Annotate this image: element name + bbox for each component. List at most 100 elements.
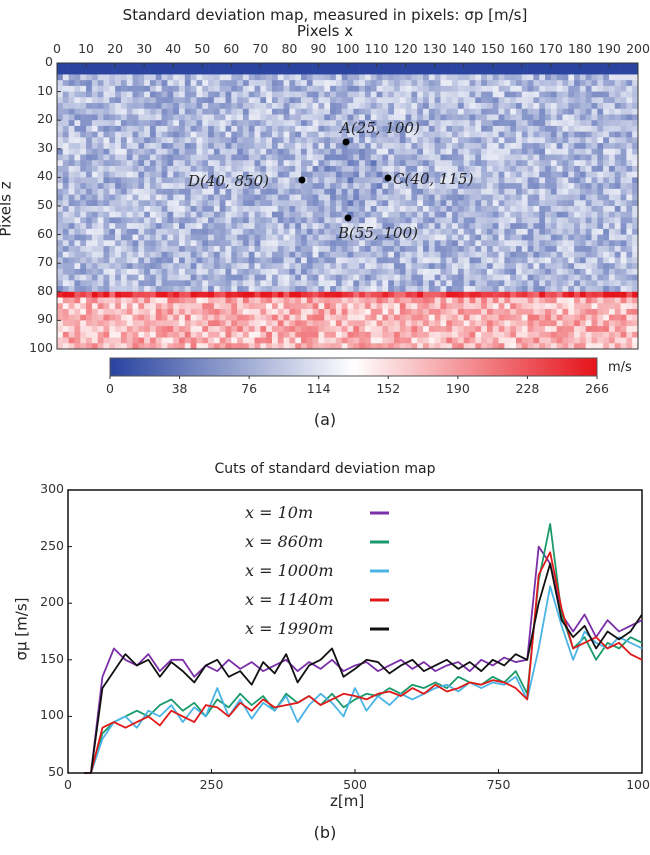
- heatmap-cell: [626, 211, 633, 218]
- heatmap-cell: [202, 314, 209, 321]
- heatmap-cell: [97, 211, 104, 218]
- heatmap-cell: [486, 160, 494, 167]
- heatmap-cell: [161, 160, 168, 167]
- heatmap-cell: [626, 177, 633, 184]
- heatmap-cell: [533, 223, 540, 230]
- heatmap-cell: [144, 320, 151, 327]
- heatmap-cell: [120, 268, 128, 275]
- heatmap-cell: [161, 114, 168, 121]
- heatmap-cell: [179, 297, 186, 304]
- heatmap-cell: [306, 114, 313, 121]
- heatmap-cell: [347, 326, 354, 333]
- heatmap-cell: [452, 114, 459, 121]
- heatmap-cell: [608, 257, 616, 264]
- heatmap-cell: [254, 177, 261, 184]
- heatmap-cell: [103, 228, 110, 235]
- heatmap-cell: [138, 131, 145, 138]
- heatmap-cell: [504, 108, 511, 115]
- heatmap-cell: [266, 331, 273, 338]
- heatmap-cell: [155, 246, 162, 253]
- heatmap-cell: [434, 206, 441, 213]
- heatmap-cell: [295, 326, 302, 333]
- heatmap-cell: [545, 234, 552, 241]
- heatmap-cell: [330, 268, 337, 275]
- heatmap-cell: [359, 291, 366, 298]
- heatmap-cell: [109, 286, 116, 293]
- heatmap-cell: [74, 148, 81, 155]
- heatmap-cell: [242, 165, 250, 172]
- heatmap-cell: [417, 326, 424, 333]
- heatmap-cell: [312, 343, 319, 350]
- heatmap-cell: [562, 160, 569, 167]
- heatmap-cell: [498, 97, 505, 104]
- heatmap-cell: [74, 280, 81, 287]
- heatmap-cell: [597, 326, 604, 333]
- heatmap-cell: [556, 303, 563, 310]
- heatmap-cell: [231, 326, 238, 333]
- heatmap-cell: [335, 223, 342, 230]
- heatmap-cell: [115, 246, 122, 253]
- heatmap-cell: [312, 200, 319, 207]
- heatmap-cell: [62, 160, 69, 167]
- heatmap-cell: [382, 125, 389, 132]
- heatmap-cell: [539, 303, 546, 310]
- heatmap-cell: [80, 206, 87, 213]
- heatmap-cell: [585, 263, 592, 270]
- heatmap-cell: [120, 274, 128, 281]
- heatmap-cell: [620, 177, 627, 184]
- heatmap-cell: [242, 240, 250, 247]
- heatmap-cell: [126, 194, 133, 201]
- heatmap-cell: [231, 143, 238, 150]
- heatmap-cell: [533, 240, 540, 247]
- heatmap-cell: [533, 194, 540, 201]
- heatmap-cell: [248, 263, 255, 270]
- heatmap-cell: [277, 177, 284, 184]
- heatmap-cell: [545, 326, 552, 333]
- heatmap-cell: [289, 291, 296, 298]
- heatmap-cell: [452, 240, 459, 247]
- heatmap-cell: [434, 160, 441, 167]
- heatmap-cell: [167, 280, 174, 287]
- heatmap-cell: [353, 314, 360, 321]
- heatmap-cell: [568, 148, 575, 155]
- heatmap-cell: [103, 200, 110, 207]
- heatmap-cell: [417, 125, 424, 132]
- heatmap-cell: [196, 263, 203, 270]
- heatmap-cell: [57, 200, 64, 207]
- heatmap-cell: [260, 251, 267, 258]
- heatmap-cell: [109, 251, 116, 258]
- heatmap-cell: [515, 120, 523, 127]
- heatmap-cell: [603, 228, 610, 235]
- heatmap-cell: [173, 234, 180, 241]
- heatmap-cell: [388, 154, 395, 161]
- heatmap-cell: [492, 326, 499, 333]
- heatmap-cell: [97, 280, 104, 287]
- heatmap-cell: [179, 63, 186, 70]
- heatmap-cell: [277, 314, 284, 321]
- heatmap-cell: [179, 257, 186, 264]
- heatmap-cell: [579, 331, 587, 338]
- heatmap-cell: [190, 331, 197, 338]
- heatmap-cell: [341, 63, 348, 70]
- heatmap-cell: [568, 320, 575, 327]
- heatmap-cell: [196, 108, 203, 115]
- heatmap-cell: [80, 188, 87, 195]
- heatmap-cell: [190, 154, 197, 161]
- heatmap-cell: [132, 148, 139, 155]
- heatmap-cell: [446, 183, 453, 190]
- heatmap-cell: [504, 63, 511, 70]
- heatmap-cell: [190, 280, 197, 287]
- heatmap-cell: [510, 303, 517, 310]
- heatmap-cell: [620, 274, 627, 281]
- heatmap-cell: [260, 68, 267, 75]
- heatmap-cell: [248, 125, 255, 132]
- heatmap-cell: [603, 268, 610, 275]
- heatmap-cell: [510, 331, 517, 338]
- heatmap-cell: [283, 183, 290, 190]
- heatmap-cell: [330, 320, 337, 327]
- heatmap-cell: [446, 228, 453, 235]
- heatmap-cell: [585, 320, 592, 327]
- heatmap-cell: [312, 108, 319, 115]
- heatmap-cell: [68, 314, 75, 321]
- heatmap-cell: [359, 131, 366, 138]
